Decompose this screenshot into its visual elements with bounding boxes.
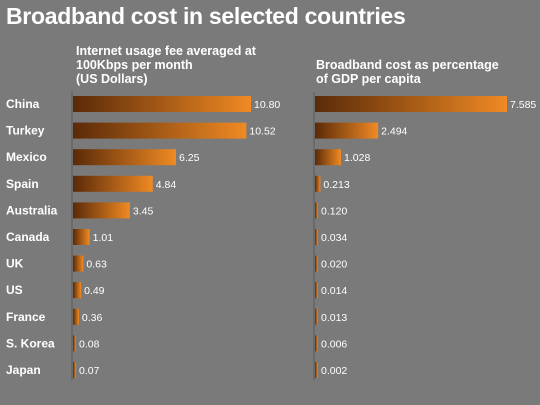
bar <box>315 282 318 299</box>
value-label: 0.36 <box>82 312 103 324</box>
right-chart-subtitle: Broadband cost as percentage of GDP per … <box>316 58 499 86</box>
left-chart-subtitle: Internet usage fee averaged at 100Kbps p… <box>76 44 256 86</box>
value-label: 0.120 <box>321 205 347 217</box>
bar <box>73 96 251 112</box>
bar <box>315 175 321 192</box>
bar <box>73 282 82 299</box>
bar <box>315 335 318 352</box>
bar <box>73 255 84 272</box>
bar <box>73 229 90 245</box>
value-label: 0.014 <box>321 285 347 297</box>
value-label: 0.49 <box>84 285 105 297</box>
bar <box>315 122 379 139</box>
value-label: 10.52 <box>249 126 275 138</box>
bar <box>73 122 247 139</box>
value-label: 0.034 <box>321 232 347 244</box>
category-label: France <box>6 310 46 324</box>
value-label: 0.08 <box>79 338 100 350</box>
bar <box>73 362 76 378</box>
bar <box>73 149 177 166</box>
category-label: Canada <box>6 230 50 244</box>
value-label: 10.80 <box>254 99 280 111</box>
bar <box>73 202 130 219</box>
category-label: Mexico <box>6 150 47 164</box>
value-label: 0.013 <box>321 312 347 324</box>
category-label: UK <box>6 257 24 271</box>
value-label: 1.01 <box>93 232 114 244</box>
value-label: 1.028 <box>344 152 370 164</box>
bar <box>315 149 342 166</box>
value-label: 0.002 <box>321 365 347 377</box>
bar <box>315 229 318 245</box>
value-label: 7.585 <box>510 99 536 111</box>
value-label: 3.45 <box>133 205 154 217</box>
bar <box>315 308 318 325</box>
category-label: Turkey <box>6 124 45 138</box>
value-label: 0.63 <box>86 259 107 271</box>
chart-title: Broadband cost in selected countries <box>6 3 406 29</box>
value-label: 0.07 <box>79 365 100 377</box>
category-label: Australia <box>6 203 58 217</box>
bar <box>73 175 153 192</box>
value-label: 4.84 <box>156 179 177 191</box>
category-label: China <box>6 97 40 111</box>
value-label: 6.25 <box>179 152 200 164</box>
bar <box>315 255 318 272</box>
category-label: S. Korea <box>6 336 55 350</box>
bar <box>315 362 318 378</box>
bar <box>315 96 507 112</box>
bar <box>315 202 319 219</box>
bar <box>73 335 76 352</box>
value-label: 0.020 <box>321 259 347 271</box>
value-label: 0.006 <box>321 338 347 350</box>
category-label: Japan <box>6 363 41 377</box>
category-label: Spain <box>6 177 39 191</box>
category-label: US <box>6 283 23 297</box>
value-label: 2.494 <box>381 126 407 138</box>
bar <box>73 308 79 325</box>
value-label: 0.213 <box>323 179 349 191</box>
